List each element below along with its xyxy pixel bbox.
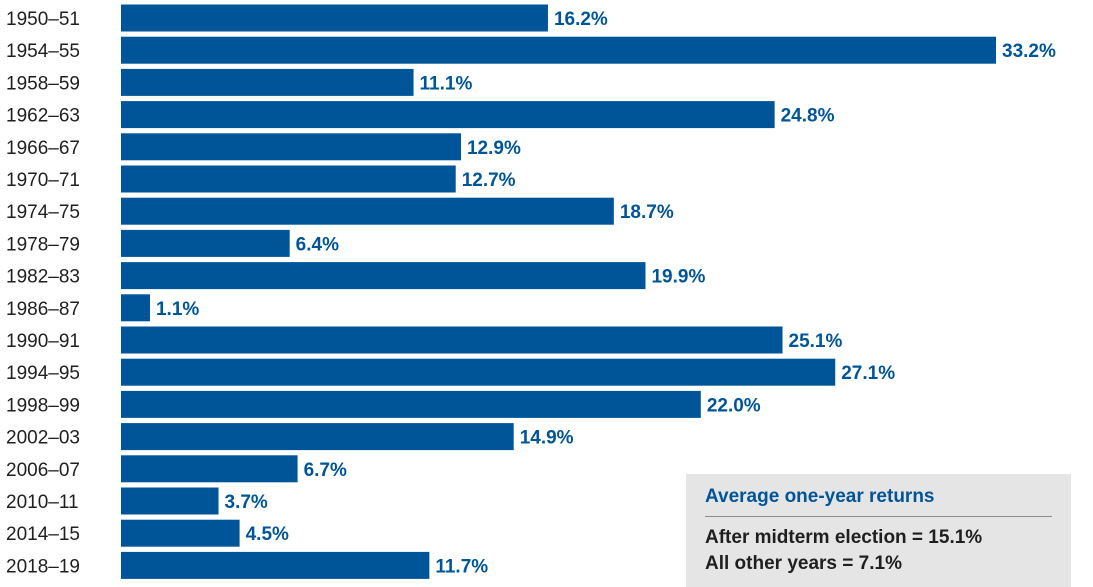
value-label: 4.5% xyxy=(246,524,289,545)
category-label: 1998–99 xyxy=(6,395,80,416)
bar xyxy=(121,455,298,483)
bar xyxy=(121,294,150,322)
bar xyxy=(121,229,290,257)
category-label: 1954–55 xyxy=(6,41,80,62)
bar xyxy=(121,326,783,354)
value-label: 33.2% xyxy=(1002,41,1056,62)
value-label: 12.7% xyxy=(462,170,516,191)
value-label: 11.1% xyxy=(420,73,473,94)
category-label: 1982–83 xyxy=(6,267,80,288)
bar xyxy=(121,390,701,418)
value-label: 25.1% xyxy=(789,331,843,352)
value-label: 11.7% xyxy=(435,556,488,577)
value-label: 6.4% xyxy=(296,234,339,255)
value-label: 1.1% xyxy=(156,299,199,320)
category-label: 1986–87 xyxy=(6,299,80,320)
category-label: 1950–51 xyxy=(6,9,80,30)
category-label: 2006–07 xyxy=(6,460,80,481)
category-label: 2018–19 xyxy=(6,556,80,577)
category-label: 1962–63 xyxy=(6,106,80,127)
bar xyxy=(121,423,514,451)
other-years-average: All other years = 7.1% xyxy=(705,553,902,574)
bar xyxy=(121,551,430,579)
after-midterm-average: After midterm election = 15.1% xyxy=(705,527,983,548)
value-label: 14.9% xyxy=(520,428,574,449)
value-label: 19.9% xyxy=(651,267,705,288)
bar xyxy=(121,4,548,32)
bar xyxy=(121,358,836,386)
value-label: 6.7% xyxy=(304,460,347,481)
category-label: 1994–95 xyxy=(6,363,80,384)
value-label: 12.9% xyxy=(467,138,521,159)
value-label: 18.7% xyxy=(620,202,674,223)
category-label: 1974–75 xyxy=(6,202,80,223)
category-label: 1990–91 xyxy=(6,331,80,352)
bar xyxy=(121,487,219,515)
bar xyxy=(121,36,996,64)
category-label: 2002–03 xyxy=(6,428,80,449)
value-label: 3.7% xyxy=(225,492,268,513)
category-label: 1966–67 xyxy=(6,138,80,159)
value-label: 22.0% xyxy=(707,395,761,416)
average-returns-box: Average one-year returns After midterm e… xyxy=(686,474,1071,587)
bar xyxy=(121,519,240,547)
bar xyxy=(121,101,775,129)
category-label: 1970–71 xyxy=(6,170,80,191)
category-label: 1958–59 xyxy=(6,73,80,94)
value-label: 16.2% xyxy=(554,9,608,30)
bar xyxy=(121,197,614,225)
bar xyxy=(121,133,461,161)
bar xyxy=(121,165,456,193)
value-label: 24.8% xyxy=(781,106,835,127)
average-returns-title: Average one-year returns xyxy=(705,486,1052,517)
bar xyxy=(121,262,646,290)
bar xyxy=(121,68,414,96)
value-label: 27.1% xyxy=(841,363,895,384)
category-label: 1978–79 xyxy=(6,234,80,255)
category-label: 2010–11 xyxy=(6,492,79,513)
category-label: 2014–15 xyxy=(6,524,80,545)
